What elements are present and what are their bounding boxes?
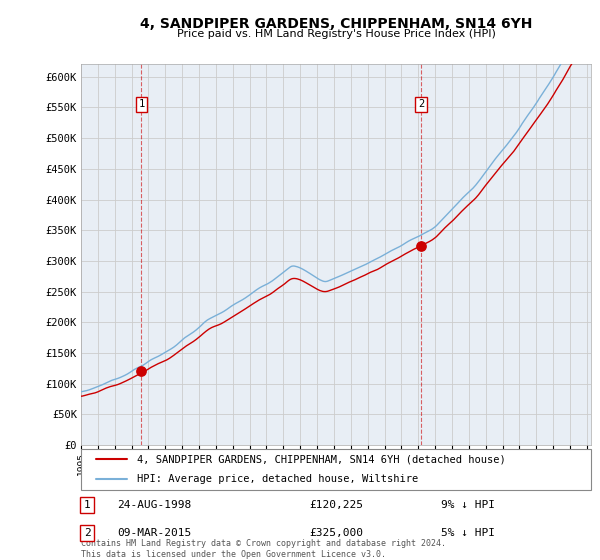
Text: HPI: Average price, detached house, Wiltshire: HPI: Average price, detached house, Wilt… xyxy=(137,474,418,483)
Point xyxy=(137,367,146,376)
Text: 5% ↓ HPI: 5% ↓ HPI xyxy=(441,528,495,538)
Text: 4, SANDPIPER GARDENS, CHIPPENHAM, SN14 6YH: 4, SANDPIPER GARDENS, CHIPPENHAM, SN14 6… xyxy=(140,17,532,31)
Text: 4, SANDPIPER GARDENS, CHIPPENHAM, SN14 6YH (detached house): 4, SANDPIPER GARDENS, CHIPPENHAM, SN14 6… xyxy=(137,454,506,464)
Text: 1: 1 xyxy=(83,500,91,510)
Text: 24-AUG-1998: 24-AUG-1998 xyxy=(117,500,191,510)
Text: 09-MAR-2015: 09-MAR-2015 xyxy=(117,528,191,538)
Text: Contains HM Land Registry data © Crown copyright and database right 2024.
This d: Contains HM Land Registry data © Crown c… xyxy=(81,539,446,559)
Text: £120,225: £120,225 xyxy=(309,500,363,510)
Text: 1: 1 xyxy=(138,99,145,109)
Text: 9% ↓ HPI: 9% ↓ HPI xyxy=(441,500,495,510)
Text: Price paid vs. HM Land Registry's House Price Index (HPI): Price paid vs. HM Land Registry's House … xyxy=(176,29,496,39)
Point xyxy=(416,241,426,250)
Text: 2: 2 xyxy=(418,99,424,109)
Text: 2: 2 xyxy=(83,528,91,538)
Text: £325,000: £325,000 xyxy=(309,528,363,538)
